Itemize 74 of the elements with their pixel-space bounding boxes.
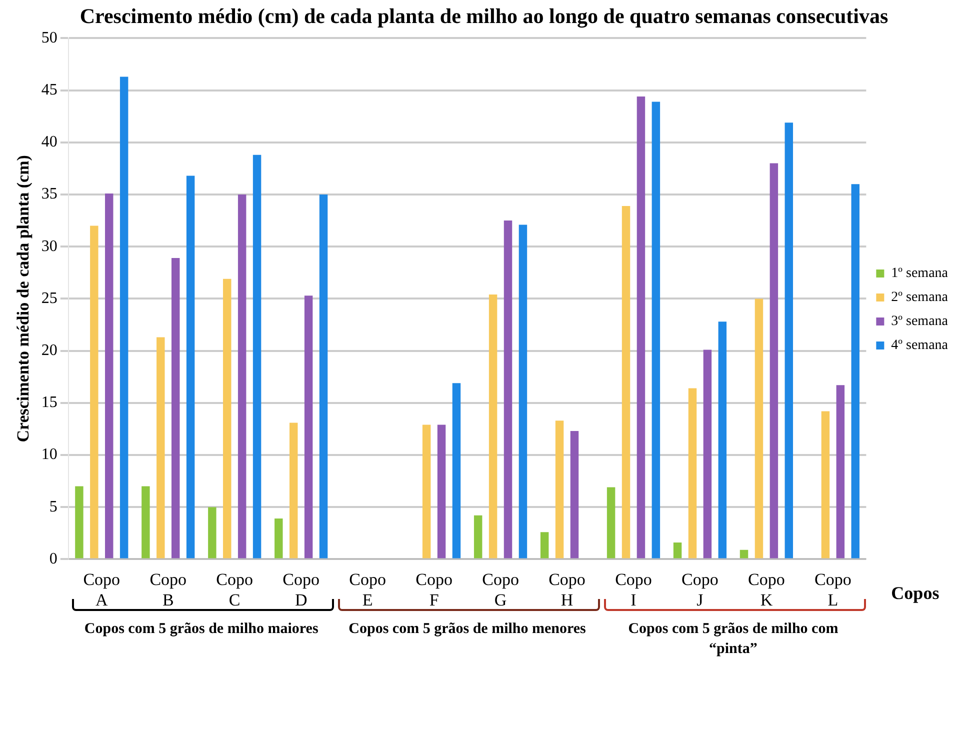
y-tick-label: 45 <box>41 82 58 99</box>
bar <box>673 542 682 558</box>
y-tick-label: 10 <box>41 446 58 464</box>
y-tick-label: 15 <box>41 394 58 412</box>
y-tick-label: 25 <box>41 290 58 307</box>
bar <box>156 337 165 558</box>
x-tick-label: Copo E <box>349 570 386 610</box>
bar <box>570 431 579 558</box>
bar <box>223 278 232 558</box>
bar <box>821 411 830 558</box>
x-tick-label: Copo B <box>150 570 187 610</box>
y-axis-title: Crescimento médio de cada planta (cm) <box>14 155 33 442</box>
bar <box>636 96 646 558</box>
bar <box>555 420 564 558</box>
x-tick-label: Copo F <box>416 570 452 610</box>
bar <box>274 518 283 558</box>
bar <box>422 424 431 558</box>
bar <box>105 193 114 558</box>
y-tick-label: 20 <box>41 342 58 360</box>
y-tick-label: 50 <box>41 29 58 46</box>
bar <box>718 322 727 558</box>
text: Copos com 5 grãos de milho com “pinta” <box>627 620 840 660</box>
bar <box>504 220 512 558</box>
x-tick-label: Copo K <box>748 570 785 610</box>
x-tick-label: Copo I <box>615 570 652 610</box>
bar <box>186 176 195 558</box>
legend-label: 1º semana <box>891 266 949 282</box>
bar <box>208 507 216 558</box>
bar <box>289 422 298 558</box>
x-tick-label: Copo C <box>216 570 254 610</box>
legend-label: 3º semana <box>891 314 949 330</box>
bar <box>238 194 246 558</box>
bar <box>90 226 98 558</box>
bar <box>784 122 794 558</box>
x-tick-label: Copo G <box>482 570 519 610</box>
bar <box>540 532 549 558</box>
x-tick-label: Copo A <box>83 570 120 610</box>
bar <box>75 486 84 558</box>
x-axis-title: Copos <box>891 582 940 603</box>
bar <box>770 163 778 558</box>
bar <box>474 515 482 558</box>
bar <box>304 296 313 558</box>
bar <box>488 294 498 558</box>
bar <box>437 424 446 558</box>
bar <box>142 486 150 558</box>
bar <box>622 206 630 558</box>
bar <box>703 350 712 558</box>
bar <box>319 194 328 558</box>
x-tick-label: Copo D <box>282 570 320 610</box>
bar <box>688 388 697 558</box>
x-tick-label: Copo L <box>814 570 852 610</box>
bar <box>252 154 262 558</box>
text: Copos com 5 grãos de milho maiores <box>83 620 320 640</box>
bar <box>606 487 616 558</box>
legend-label: 4º semana <box>891 338 949 354</box>
y-tick-label: 30 <box>41 238 58 255</box>
y-tick-label: 35 <box>41 186 58 203</box>
bar <box>452 383 461 558</box>
bar <box>740 550 748 558</box>
chart-title: Crescimento médio (cm) de cada planta de milho ao longo de quatro semanas consecutivas <box>80 4 888 28</box>
bar <box>851 184 860 558</box>
text: Copos com 5 grãos de milho menores <box>348 620 587 640</box>
legend-label: 2º semana <box>891 290 949 306</box>
y-tick-label: 5 <box>49 498 58 516</box>
bar <box>836 385 845 558</box>
x-tick-label: Copo J <box>682 570 718 610</box>
bar <box>754 298 764 558</box>
bar <box>652 102 660 558</box>
bar <box>120 76 128 558</box>
bar <box>518 224 528 558</box>
x-tick-label: Copo H <box>548 570 586 610</box>
y-tick-label: 40 <box>41 134 58 151</box>
bar <box>171 258 180 558</box>
y-tick-label: 0 <box>49 550 58 568</box>
